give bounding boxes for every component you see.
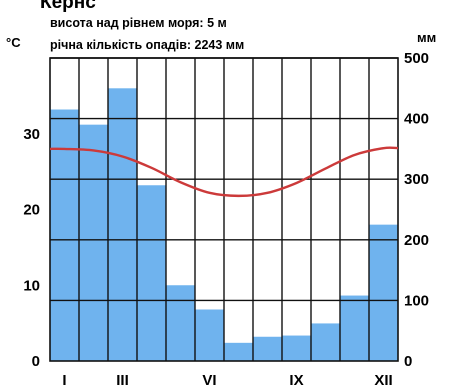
chart-title: Кернс (40, 0, 96, 13)
month-label-III: III (116, 372, 129, 389)
precip-bar-8 (253, 336, 282, 361)
chart-subtitle-elevation: висота над рівнем моря: 5 м (50, 16, 227, 30)
right-tick-label-300: 300 (404, 171, 429, 188)
precip-bar-7 (224, 342, 253, 361)
month-label-I: I (62, 372, 66, 389)
left-tick-label-20: 20 (23, 202, 40, 219)
precip-bar-9 (282, 335, 311, 361)
left-tick-label-30: 30 (23, 126, 40, 143)
precip-bar-5 (166, 285, 195, 361)
left-tick-label-10: 10 (23, 277, 40, 294)
month-label-XII: XII (374, 372, 392, 389)
month-label-IX: IX (289, 372, 303, 389)
right-tick-label-100: 100 (404, 292, 429, 309)
precip-bar-4 (137, 185, 166, 361)
right-tick-label-200: 200 (404, 232, 429, 249)
month-label-VI: VI (202, 372, 216, 389)
precip-bar-10 (311, 323, 340, 361)
temperature-line (49, 146, 399, 198)
precip-bar-2 (79, 124, 108, 361)
right-tick-label-400: 400 (404, 111, 429, 128)
left-axis-label: °C (6, 35, 21, 50)
plot-frame (49, 57, 399, 362)
right-tick-label-500: 500 (404, 50, 429, 67)
precip-bar-11 (340, 295, 369, 361)
precip-bar-6 (195, 309, 224, 361)
left-tick-label-0: 0 (32, 353, 40, 370)
chart-subtitle-precipitation: річна кількість опадів: 2243 мм (50, 38, 244, 52)
precip-bar-12 (369, 224, 398, 361)
precip-bar-1 (50, 109, 79, 361)
right-tick-label-0: 0 (404, 353, 412, 370)
precip-bar-3 (108, 88, 137, 362)
right-axis-label: мм (417, 30, 436, 45)
